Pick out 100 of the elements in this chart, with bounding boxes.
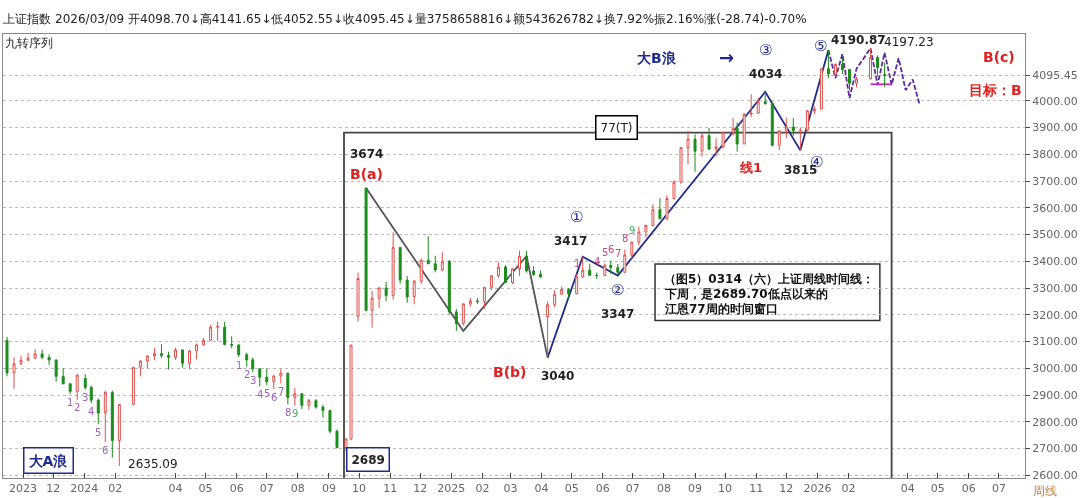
candlestick [812,105,816,115]
candlestick [609,260,613,275]
candlestick [798,127,802,151]
candlestick [202,337,206,347]
annotation: 3 [82,392,89,403]
candlestick [588,263,592,277]
candlestick [54,359,58,383]
candlestick [461,303,465,327]
annotation: 1 [574,258,581,269]
x-tick-label: 2024 [70,482,99,496]
candlestick [356,272,360,323]
y-tick-label: 2600.00 [1032,469,1078,483]
annotation: 2 [74,402,81,413]
x-tick-label: 08 [656,482,671,496]
annotation: 6 [608,244,615,255]
candlestick [412,279,416,305]
x-tick-label: 04 [534,482,549,496]
candlestick [553,289,557,308]
candlestick [489,275,493,291]
candlestick [575,273,579,295]
y-tick-label: 3700.00 [1032,174,1078,188]
line-series [365,187,549,359]
y-tick-label: 3300.00 [1032,281,1078,295]
annotation: 2635.09 [128,457,178,471]
annotation: 目标：B [969,82,1022,98]
y-tick-label: 3900.00 [1032,121,1078,135]
x-tick-label: 06 [961,482,976,496]
candlestick [335,429,339,450]
candlestick [658,197,662,220]
x-tick-label: 07 [991,482,1006,496]
candlestick [314,398,318,410]
candlestick [391,231,395,301]
candlestick [496,261,500,278]
candlestick [707,127,711,151]
candlestick [61,367,65,385]
candlestick [384,281,388,302]
candlestick [370,290,374,329]
x-tick-label: 10 [352,482,367,496]
candlestick [138,359,142,377]
x-tick-label: 02 [475,482,490,496]
candlestick [763,91,767,106]
x-tick-label: 07 [625,482,640,496]
candlestick [777,129,781,151]
candlestick [855,76,858,88]
candlestick [770,101,774,147]
candlestick [454,308,458,332]
candlestick [405,275,409,304]
candlestick [33,348,37,360]
annotation: 5 [95,427,102,438]
x-tick-label: 06 [595,482,610,496]
candlestick [26,352,30,361]
candlestick [245,352,249,368]
x-tick-label: 12 [46,482,61,496]
candlestick [286,372,290,405]
candlestick [265,367,269,386]
annotation: ② [611,281,625,299]
y-tick-label: 3000.00 [1032,362,1078,376]
candlestick [419,258,423,285]
candlestick [300,392,304,410]
annotation: 3040 [541,369,575,383]
candlestick [279,368,283,384]
x-tick-label: 02 [108,482,123,496]
annotation: 3674 [350,147,384,161]
annotation: 8 [285,407,292,418]
annotation: 4 [88,406,95,417]
annotation: ⑤ [814,37,828,55]
candlestick [251,357,255,373]
annotation: 9 [292,408,299,419]
annotation: 7 [615,248,622,259]
annotation: （图5）0314（六）上证周线时间线： [664,272,874,286]
annotation: 大B浪 [637,50,677,66]
candlestick [623,249,627,274]
candlestick [700,132,704,158]
candlestick [159,343,163,359]
candlestick [876,54,880,78]
candlestick [883,62,887,88]
x-tick-label: 05 [930,482,945,496]
candlestick [665,194,669,221]
candlestick [364,187,368,312]
y-tick-label: 3500.00 [1032,228,1078,242]
candlestick [637,226,641,246]
candlestick [19,355,23,366]
candlestick [511,267,514,285]
annotation: B(c) [983,49,1015,65]
candlestick [258,367,262,387]
candlestick [328,409,332,435]
candlestick [145,354,149,369]
annotation: ① [570,208,584,226]
x-tick-label: 12 [779,482,794,496]
candlestick [426,235,430,265]
candlestick [272,374,276,390]
annotation: 下周，是2689.70低点以来的 [664,287,828,301]
candlestick [560,285,564,295]
annotation: 8 [622,233,629,244]
annotation: 3417 [554,234,588,248]
annotation: 4034 [749,67,783,81]
annotation: → [719,47,735,68]
x-tick-label: 2026 [803,482,832,496]
annotation: B(b) [493,364,527,380]
chart-title: 上证指数 2026/03/09 开4098.70↓高4141.65↓低4052.55↓收4095.45↓量3758658816↓额543626782↓换7.92%振2.16%涨(-28.74)-0.70% [3,12,807,27]
